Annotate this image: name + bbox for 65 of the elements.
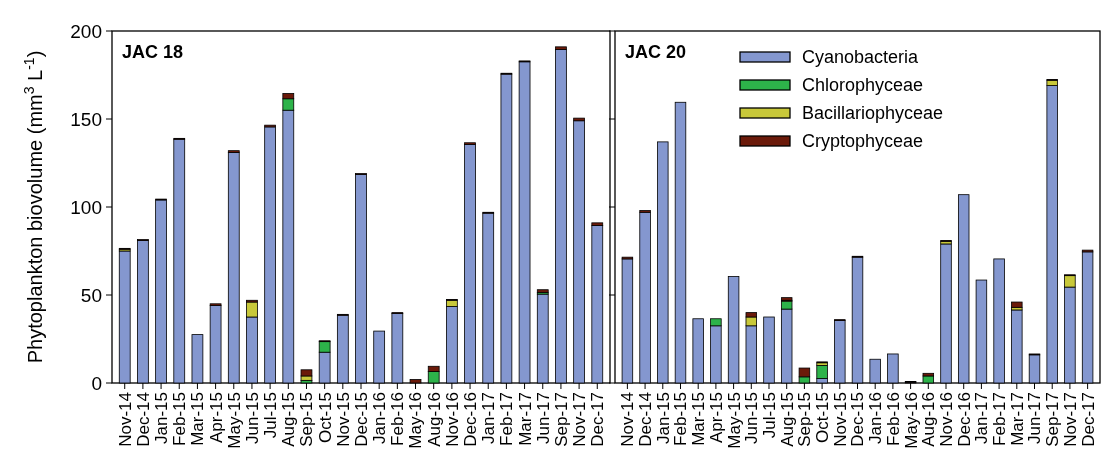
x-tick-label: Apr-15 <box>206 392 226 444</box>
x-tick-label: Nov-15 <box>830 392 850 447</box>
x-tick-label: Oct-15 <box>315 392 335 444</box>
x-tick-label: Nov-14 <box>115 392 135 447</box>
x-tick-label: Nov-14 <box>618 392 638 447</box>
x-tick-label: May-16 <box>406 392 426 449</box>
text: JAC 18 <box>122 42 184 62</box>
x-tick-label: Feb-17 <box>497 392 517 446</box>
x-tick-label: Mar-17 <box>515 392 535 446</box>
y-tick-label: 0 <box>91 372 102 394</box>
y-tick-label: 200 <box>70 20 102 42</box>
x-tick-label: Dec-16 <box>954 392 974 447</box>
x-tick-label: Dec-14 <box>636 392 656 447</box>
x-tick-label: Nov-16 <box>936 392 956 447</box>
x-tick-label: Feb-17 <box>990 392 1010 446</box>
x-tick-label: Jan-15 <box>152 392 172 444</box>
x-tick-label: Dec-17 <box>588 392 608 447</box>
x-tick-label: Aug-15 <box>777 392 797 447</box>
text: JAC 20 <box>625 42 687 62</box>
x-tick-label: Dec-17 <box>1078 392 1098 447</box>
x-tick-label: Sep-15 <box>795 392 815 447</box>
x-tick-label: Feb-16 <box>388 392 408 446</box>
x-tick-label: Sep-17 <box>1043 392 1063 447</box>
x-tick-label: Nov-17 <box>570 392 590 447</box>
x-tick-label: Jun-15 <box>742 392 762 444</box>
legend-label: Bacillariophyceae <box>802 103 944 124</box>
x-tick-label: Jan-17 <box>479 392 499 444</box>
y-tick-label: 50 <box>80 284 102 306</box>
legend-label: Cryptophyceae <box>802 131 924 152</box>
x-tick-label: Dec-14 <box>133 392 153 447</box>
x-tick-label: Aug-16 <box>424 392 444 447</box>
x-tick-label: Mar-15 <box>689 392 709 446</box>
x-tick-label: Jul-15 <box>261 392 281 439</box>
x-tick-label: Feb-16 <box>883 392 903 446</box>
x-tick-label: May-15 <box>724 392 744 449</box>
x-tick-label: Jun-17 <box>1025 392 1045 444</box>
x-tick-label: Nov-17 <box>1060 392 1080 447</box>
x-tick-label: Dec-16 <box>461 392 480 447</box>
x-tick-label: Jan-16 <box>866 392 886 444</box>
x-tick-label: Nov-16 <box>442 392 462 447</box>
y-tick-label: 100 <box>70 196 102 218</box>
y-tick-label: 150 <box>70 108 102 130</box>
x-tick-label: Apr-15 <box>706 392 726 444</box>
x-tick-label: Nov-15 <box>333 392 353 447</box>
x-tick-label: Sep-15 <box>297 392 317 447</box>
x-tick-label: May-15 <box>224 392 244 449</box>
x-tick-label: Mar-17 <box>1007 392 1027 446</box>
x-tick-label: Dec-15 <box>351 392 371 447</box>
x-tick-label: Oct-15 <box>813 392 833 444</box>
x-tick-label: May-16 <box>901 392 921 449</box>
x-tick-label: Jan-15 <box>653 392 673 444</box>
x-tick-label: Jul-15 <box>759 392 779 439</box>
x-tick-label: Jun-15 <box>242 392 262 444</box>
x-tick-label: Mar-15 <box>188 392 208 446</box>
x-tick-label: Aug-15 <box>279 392 299 447</box>
legend-label: Chlorophyceae <box>802 75 924 96</box>
x-tick-label: Feb-15 <box>671 392 691 446</box>
x-tick-label: Jan-16 <box>370 392 390 444</box>
x-tick-label: Aug-16 <box>919 392 939 447</box>
x-tick-label: Feb-15 <box>170 392 190 446</box>
x-tick-label: Sep-17 <box>551 392 571 447</box>
x-tick-label: Dec-15 <box>848 392 868 447</box>
legend-label: Cyanobacteria <box>802 47 920 68</box>
x-tick-label: Jan-17 <box>972 392 992 444</box>
x-tick-label: Jun-17 <box>533 392 553 444</box>
